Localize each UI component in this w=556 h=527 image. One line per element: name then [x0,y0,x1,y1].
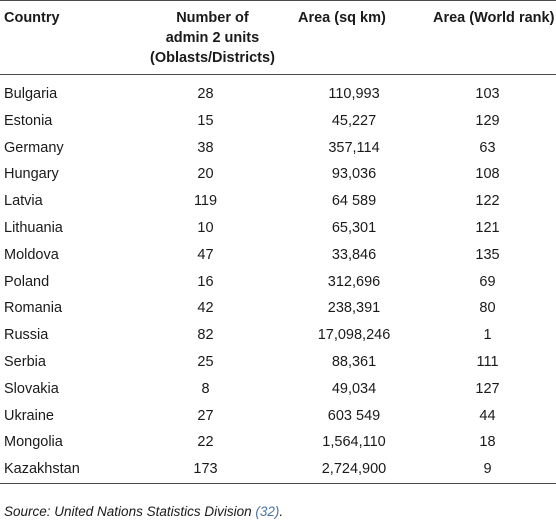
cell-country: Serbia [4,353,46,370]
table-body: Bulgaria 28 110,993 103 Estonia 15 45,227 129 Ge… [0,75,556,484]
cell-country: Kazakhstan [0,456,122,484]
cell-world-rank: 127 [475,380,500,397]
cell-area: 17,098,246 [317,327,391,344]
cell-area: 65,301 [331,219,377,236]
cell-admin-units: 15 [197,112,214,129]
table-row: Estonia 15 45,227 129 [0,108,556,135]
cell-admin-units: 16 [197,273,214,290]
cell-admin-units: 27 [197,407,214,424]
source-reference-link[interactable]: (32) [255,504,280,519]
cell-world-rank: 69 [479,273,496,290]
table-row: Hungary 20 93,036 108 [0,161,556,188]
cell-area: 45,227 [331,112,377,129]
table-row: Serbia 25 88,361 111 [0,349,556,376]
cell-area: 110,993 [328,86,380,102]
table-row: Kazakhstan 173 2,724,900 9 [0,456,556,484]
cell-world-rank: 63 [479,139,496,156]
cell-world-rank: 44 [479,407,496,424]
header-units-line3: (Oblasts/Districts) [150,50,275,66]
header-country-label: Country [4,10,60,26]
cell-country: Moldova [4,246,59,263]
header-area-label: Area (sq km) [298,10,386,26]
table-row: Bulgaria 28 110,993 103 [0,75,556,108]
table-row: Germany 38 357,114 63 [0,135,556,162]
cell-admin-units: 20 [197,166,214,183]
cell-country: Bulgaria [4,86,58,102]
cell-area: 64 589 [331,193,377,210]
cell-area: 88,361 [331,353,377,370]
table-row: Moldova 47 33,846 135 [0,242,556,269]
cell-admin-units: 25 [197,353,214,370]
table-row: Russia 82 17,098,246 1 [0,322,556,349]
table-row: Latvia 119 64 589 122 [0,188,556,215]
cell-world-rank: 129 [475,112,500,129]
header-admin-units: Number of admin 2 units (Oblasts/Distric… [122,0,289,75]
cell-area: 1,564,110 [322,434,386,451]
table-header: Country Number of admin 2 units (Oblasts… [0,0,556,75]
header-admin-units-label: Number of admin 2 units (Oblasts/Distric… [150,8,275,68]
cell-world-rank: 18 [479,434,496,451]
cell-world-rank: 111 [476,353,499,370]
cell-admin-units: 82 [197,327,214,344]
cell-area: 357,114 [328,139,380,156]
cell-world-rank: 80 [479,300,496,317]
header-area: Area (sq km) [289,0,419,75]
cell-country: Lithuania [4,219,63,236]
cell-country: Hungary [4,166,59,183]
cell-admin-units: 47 [197,246,214,263]
cell-admin-units: 42 [197,300,214,317]
cell-country: Latvia [4,193,43,210]
header-row: Country Number of admin 2 units (Oblasts… [0,0,556,75]
cell-country: Poland [4,273,50,290]
table-row: Lithuania 10 65,301 121 [0,215,556,242]
header-world-rank: Area (World rank) [419,0,556,75]
cell-country: Estonia [4,112,53,129]
source-suffix: . [279,504,284,519]
cell-area: 2,724,900 [289,456,419,484]
cell-world-rank: 103 [475,86,500,102]
cell-world-rank: 9 [419,456,556,484]
cell-world-rank: 108 [475,166,500,183]
cell-area: 312,696 [327,273,381,290]
cell-country: Romania [4,300,63,317]
cell-admin-units: 22 [197,434,214,451]
cell-world-rank: 1 [483,327,492,344]
cell-area: 93,036 [331,166,377,183]
table-row: Ukraine 27 603 549 44 [0,403,556,430]
header-units-line2: admin 2 units [165,30,260,46]
cell-country: Germany [4,139,64,156]
cell-admin-units: 10 [197,219,214,236]
cell-country: Mongolia [4,434,63,451]
data-table-container: Country Number of admin 2 units (Oblasts… [0,0,556,484]
cell-admin-units: 28 [197,86,214,102]
cell-country: Ukraine [4,407,54,424]
table-row: Poland 16 312,696 69 [0,269,556,296]
cell-world-rank: 135 [475,246,500,263]
table-row: Mongolia 22 1,564,110 18 [0,429,556,456]
cell-area: 603 549 [327,407,381,424]
table-row: Slovakia 8 49,034 127 [0,376,556,403]
cell-world-rank: 121 [475,219,500,236]
cell-admin-units: 119 [193,193,218,210]
cell-area: 238,391 [327,300,381,317]
cell-admin-units: 38 [197,139,214,156]
header-country: Country [0,0,122,75]
header-units-line1: Number of [176,10,249,26]
cell-country: Russia [4,327,49,344]
cell-world-rank: 122 [475,193,500,210]
cell-country: Slovakia [4,380,59,397]
country-area-table: Country Number of admin 2 units (Oblasts… [0,0,556,484]
cell-admin-units: 8 [201,380,210,397]
cell-area: 49,034 [331,380,377,397]
cell-admin-units: 173 [122,456,289,484]
table-row: Romania 42 238,391 80 [0,295,556,322]
source-note: Source: United Nations Statistics Divisi… [4,504,283,519]
cell-area: 33,846 [331,246,377,263]
source-prefix: Source: United Nations Statistics Divisi… [4,504,256,519]
header-rank-label: Area (World rank) [433,10,555,26]
